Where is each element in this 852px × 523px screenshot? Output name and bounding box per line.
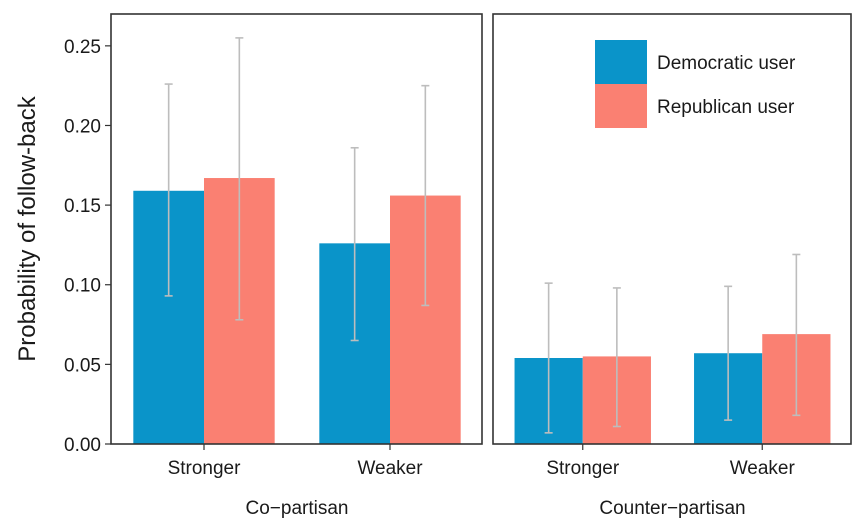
- y-tick-label: 0.00: [64, 435, 101, 456]
- facet-panel: Stronger Weaker Co−partisan: [110, 13, 483, 519]
- legend-swatch-republican: [595, 84, 647, 128]
- x-tick-label: Stronger: [546, 458, 620, 479]
- y-tick-label: 0.15: [64, 196, 101, 217]
- legend: Democratic user Republican user: [595, 40, 796, 128]
- facet-label: Counter−partisan: [599, 498, 745, 519]
- y-tick-label: 0.05: [64, 355, 101, 376]
- panel-border: [110, 13, 483, 445]
- legend-label: Republican user: [657, 97, 795, 118]
- legend-label: Democratic user: [657, 53, 796, 74]
- panel-border: [492, 13, 852, 445]
- y-axis-title: Probability of follow-back: [14, 95, 41, 361]
- facet-label: Co−partisan: [246, 498, 349, 519]
- legend-swatch-democratic: [595, 40, 647, 84]
- y-tick-label: 0.10: [64, 276, 101, 297]
- facet-panel: Stronger Weaker Counter−partisan: [492, 13, 852, 519]
- y-tick-label: 0.20: [64, 116, 101, 137]
- x-tick-label: Stronger: [168, 458, 242, 479]
- y-axis-tick-labels: 0.00 0.05 0.10 0.15 0.20 0.25: [64, 37, 111, 456]
- x-tick-label: Weaker: [357, 458, 423, 479]
- x-tick-label: Weaker: [730, 458, 796, 479]
- y-tick-label: 0.25: [64, 37, 101, 58]
